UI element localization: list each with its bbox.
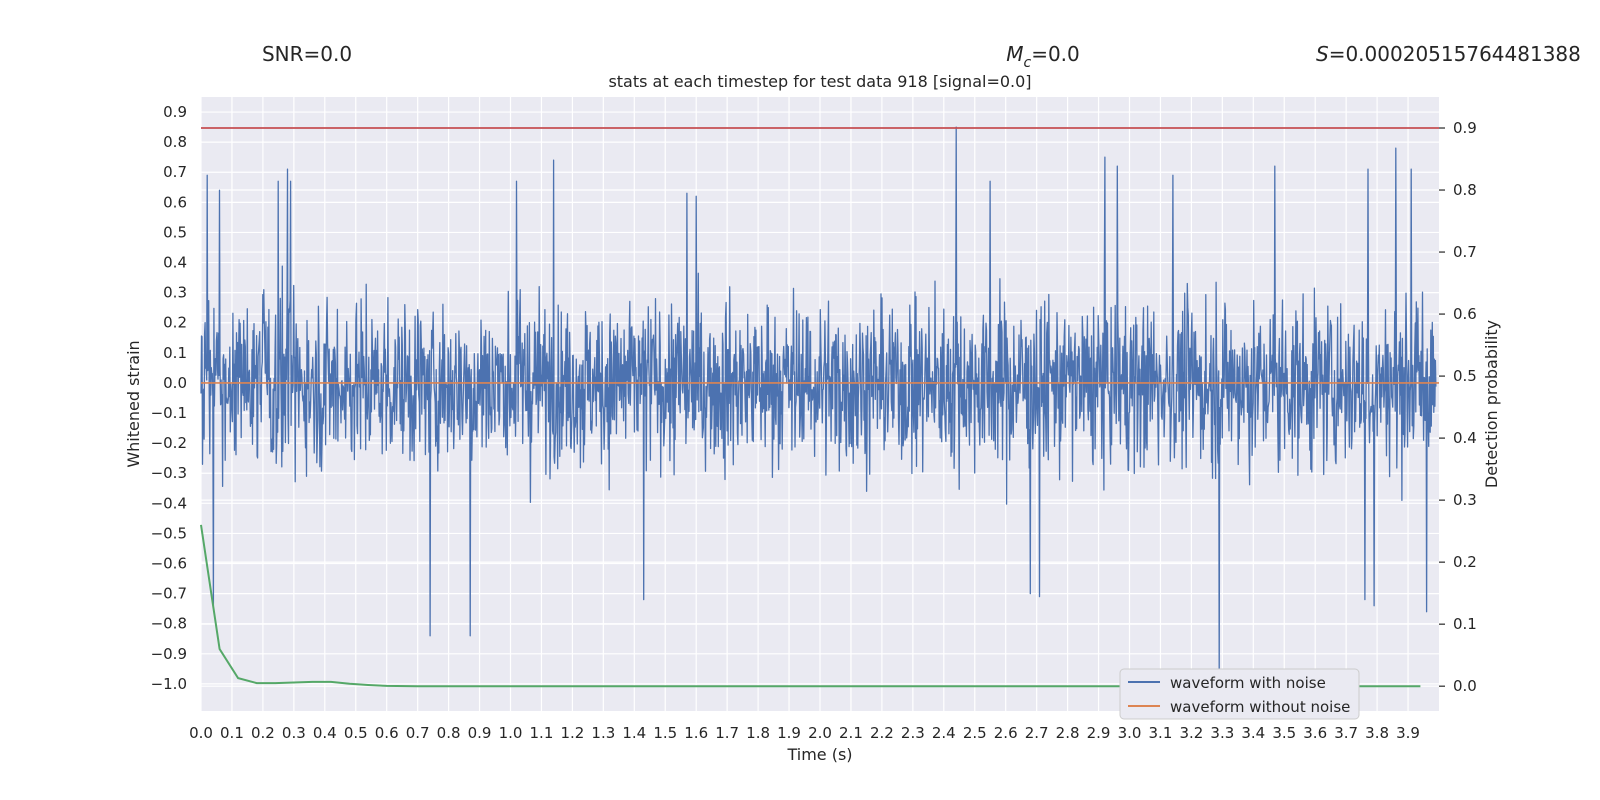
y-right-tick-label: 0.4 [1453,429,1477,447]
x-tick-label: 3.6 [1303,724,1327,742]
x-tick-label: 1.7 [715,724,739,742]
y-left-tick-label: 0.8 [163,133,187,151]
y-left-tick-label: 0.1 [163,344,187,362]
y-left-tick-label: −0.5 [151,524,187,542]
x-tick-label: 0.5 [344,724,368,742]
x-axis-ticks: 0.0 0.1 0.2 0.3 0.4 0.5 0.6 0.7 0.8 0.9 1.0 1.1 1.2 1… [189,724,1420,742]
noise-trace-line [200,126,1437,676]
legend-box [1119,668,1360,720]
x-tick-label: 3.5 [1272,724,1296,742]
snr-annotation: SNR=0.0 [262,42,352,66]
x-tick-label: 2.1 [839,724,863,742]
x-tick-label: 3.8 [1365,724,1389,742]
x-tick-label: 2.9 [1087,724,1111,742]
y-left-tick-label: 0.2 [163,314,187,332]
chirp-mass-annotation: Mc=0.0 [1006,42,1080,71]
x-tick-label: 1.0 [499,724,523,742]
y-left-tick-label: 0.7 [163,163,187,181]
y-left-tick-label: −1.0 [151,675,187,693]
y-left-tick-label: 0.9 [163,103,187,121]
y-axis-right-ticks: 0.9 0.8 0.7 0.6 0.5 0.4 0.3 0.2 0.1 0.0 [1439,119,1477,695]
statistic-annotation: S=0.00020515764481388 [1316,42,1581,66]
x-tick-label: 2.4 [932,724,956,742]
x-tick-label: 1.2 [560,724,584,742]
y-right-tick-label: 0.7 [1453,243,1477,261]
y-axis-left-label: Whitened strain [124,340,143,467]
x-tick-label: 0.8 [437,724,461,742]
x-tick-label: 0.4 [313,724,337,742]
x-tick-label: 2.0 [808,724,832,742]
x-axis-label: Time (s) [786,745,852,764]
x-tick-label: 0.9 [468,724,492,742]
chirp-mass-subscript: c [1023,55,1031,71]
series-detection-probability [200,524,1421,688]
y-left-tick-label: −0.8 [151,615,187,633]
y-left-tick-label: 0.5 [163,223,187,241]
y-axis-left-ticks: 0.9 0.8 0.7 0.6 0.5 0.4 0.3 0.2 0.1 0.0 −0.1 −0.2 −0… [151,103,187,693]
y-axis-right-label: Detection probability [1482,320,1501,488]
x-tick-label: 3.3 [1210,724,1234,742]
y-right-tick-label: 0.3 [1453,491,1477,509]
x-tick-label: 1.5 [653,724,677,742]
x-tick-label: 0.3 [282,724,306,742]
x-tick-label: 0.2 [251,724,275,742]
y-left-tick-label: −0.3 [151,464,187,482]
x-tick-label: 3.7 [1334,724,1358,742]
x-tick-label: 3.4 [1241,724,1265,742]
y-right-tick-label: 0.9 [1453,119,1477,137]
x-tick-label: 1.6 [684,724,708,742]
x-tick-label: 2.3 [901,724,925,742]
x-tick-label: 2.2 [870,724,894,742]
x-tick-label: 3.1 [1149,724,1173,742]
chirp-mass-value: =0.0 [1031,42,1080,66]
legend: waveform with noise waveform without noi… [1119,668,1360,720]
y-right-tick-label: 0.5 [1453,367,1477,385]
x-tick-label: 2.6 [994,724,1018,742]
x-tick-label: 1.1 [530,724,554,742]
x-tick-label: 3.9 [1396,724,1420,742]
x-tick-label: 0.6 [375,724,399,742]
x-tick-label: 3.2 [1179,724,1203,742]
y-left-tick-label: −0.1 [151,404,187,422]
y-left-tick-label: −0.7 [151,585,187,603]
y-left-tick-label: 0.6 [163,193,187,211]
x-tick-label: 2.7 [1025,724,1049,742]
series-waveform-with-noise [200,126,1437,676]
statistic-value: =0.00020515764481388 [1329,42,1581,66]
x-tick-label: 2.8 [1056,724,1080,742]
x-tick-label: 2.5 [963,724,987,742]
chirp-mass-symbol: M [1006,42,1023,66]
x-tick-label: 1.4 [622,724,646,742]
y-left-tick-label: −0.2 [151,434,187,452]
x-tick-label: 0.0 [189,724,213,742]
x-tick-label: 1.3 [591,724,615,742]
legend-label-noise: waveform with noise [1170,674,1326,692]
y-right-tick-label: 0.6 [1453,305,1477,323]
y-left-tick-label: −0.4 [151,494,187,512]
y-left-tick-label: 0.4 [163,254,187,272]
y-left-tick-label: −0.6 [151,555,187,573]
plot-title: stats at each timestep for test data 918… [608,72,1031,91]
y-left-tick-label: 0.3 [163,284,187,302]
y-left-tick-label: 0.0 [163,374,187,392]
y-right-tick-label: 0.0 [1453,677,1477,695]
x-tick-label: 0.1 [220,724,244,742]
x-tick-label: 1.9 [777,724,801,742]
probability-line [200,524,1421,688]
x-tick-label: 3.0 [1118,724,1142,742]
y-right-tick-label: 0.1 [1453,615,1477,633]
y-right-tick-label: 0.2 [1453,553,1477,571]
x-tick-label: 0.7 [406,724,430,742]
statistic-symbol: S [1316,42,1329,66]
legend-label-clean: waveform without noise [1170,698,1350,716]
y-left-tick-label: −0.9 [151,645,187,663]
y-right-tick-label: 0.8 [1453,181,1477,199]
x-tick-label: 1.8 [746,724,770,742]
